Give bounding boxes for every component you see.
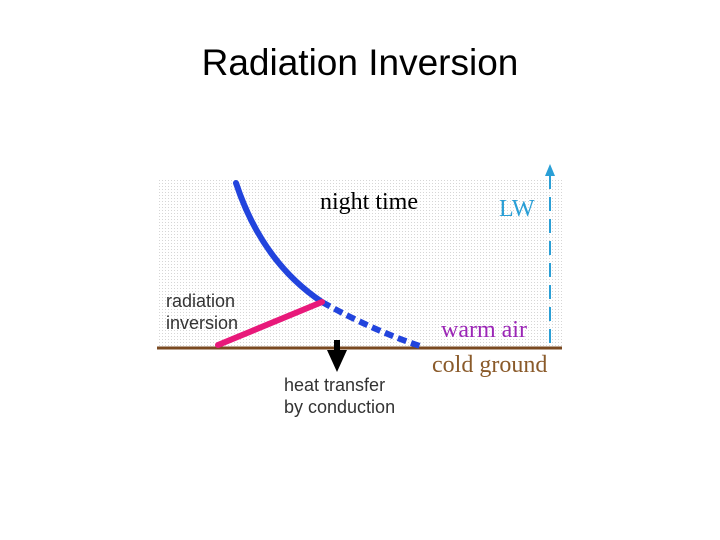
temperature-profile-curve <box>233 180 325 305</box>
diagram-background <box>157 178 562 348</box>
lw-label: LW <box>499 196 535 222</box>
down-arrow-icon <box>327 340 347 372</box>
cold-ground-label: cold ground <box>432 352 547 378</box>
inversion-layer-line <box>215 299 325 348</box>
up-arrow-icon <box>545 164 555 345</box>
radiation-inversion-label-line2: inversion <box>166 313 238 333</box>
radiation-inversion-label-line1: radiation <box>166 291 235 311</box>
heat-transfer-label-line1: heat transfer <box>284 375 385 395</box>
night-time-label: night time <box>320 189 418 215</box>
heat-transfer-label-line2: by conduction <box>284 397 395 417</box>
warm-air-label: warm air <box>441 317 527 343</box>
page-title: Radiation Inversion <box>201 42 519 83</box>
